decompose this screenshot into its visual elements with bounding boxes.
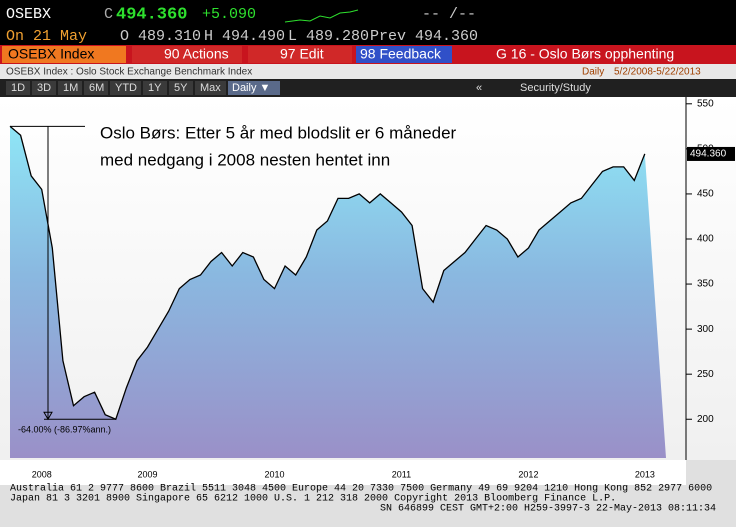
open: O 489.310 [120,28,201,45]
index-tab[interactable] [2,46,126,63]
x-tick-label: 2013 [635,469,655,479]
y-tick-label: 400 [697,234,714,245]
x-tick-label: 2008 [32,469,52,479]
range-button[interactable] [195,81,226,95]
footer-line: SN 646899 CEST GMT+2:00 H259-3997-3 22-M… [380,504,716,515]
x-axis-band [0,460,686,485]
actions-button[interactable] [132,46,242,63]
y-tick-label: 550 [697,98,714,109]
range-button[interactable] [6,81,30,95]
edit-label: 97 Edit [280,46,324,62]
time: -- /-- [422,6,476,23]
range: 5/2/2008-5/22/2013 [614,67,701,78]
x-tick-label: 2011 [392,469,411,479]
range-button-label: YTD [115,82,137,94]
range-button[interactable] [84,81,108,95]
close: 494.360 [116,5,187,24]
range-button-label: 3D [37,82,51,94]
low: L 489.280 [288,28,369,45]
x-tick-label: 2012 [518,469,538,479]
y-tick-label: 200 [697,414,714,425]
range-button[interactable] [169,81,193,95]
change: +5.090 [202,6,256,23]
footer-line: Japan 81 3 3201 8900 Singapore 65 6212 1… [10,493,616,505]
index-tab-label: OSEBX Index [8,46,94,62]
y-tick-label: 250 [697,369,714,380]
range-button-label: Max [200,82,221,94]
y-tick-label: 350 [697,279,714,290]
actions-label: 90 Actions [164,46,229,62]
collapse: « [476,82,482,94]
range-button[interactable] [110,81,141,95]
prev: Prev 494.360 [370,28,478,45]
y-tick-label: 300 [697,324,714,335]
period-label: Daily ▼ [232,82,270,94]
annotation-title: Oslo Børs: Etter 5 år med blodslit er 6 … [100,123,457,142]
study-button[interactable]: Security/Study [520,82,591,94]
close-label: C [104,6,113,23]
range-button-label: 5Y [174,82,188,94]
x-tick-label: 2010 [265,469,285,479]
page-label: G 16 - Oslo Børs opphenting [496,46,674,62]
feedback-button[interactable] [356,46,452,63]
range-button[interactable] [58,81,82,95]
range-button-label: 1M [63,82,78,94]
range-button-label: 6M [89,82,104,94]
high: H 494.490 [204,28,285,45]
ticker: OSEBX [6,6,51,23]
description: OSEBX Index : Oslo Stock Exchange Benchm… [6,67,252,78]
drawdown-label: -64.00% (-86.97%ann.) [18,425,111,435]
x-tick-label: 2009 [138,469,158,479]
header-bg [0,0,736,45]
edit-button[interactable] [248,46,352,63]
last-value-tag [687,146,735,161]
range-button[interactable] [32,81,56,95]
y-tick-label: 450 [697,189,714,200]
feedback-label: 98 Feedback [360,46,442,62]
period-select[interactable] [228,81,280,95]
description-bar [0,64,736,79]
area [10,126,666,459]
range-button-label: 1Y [148,82,162,94]
annotation-subtitle: med nedgang i 2008 nesten hentet inn [100,150,390,169]
last-value-label: 494.360 [690,149,727,160]
footer-line: Australia 61 2 9777 8600 Brazil 5511 304… [10,483,712,495]
sparkline [284,9,359,23]
arrow-head [43,411,53,421]
frequency: Daily [582,67,604,78]
range-button[interactable] [143,81,167,95]
range-button-label: 1D [11,82,25,94]
date: On 21 May [6,28,87,45]
